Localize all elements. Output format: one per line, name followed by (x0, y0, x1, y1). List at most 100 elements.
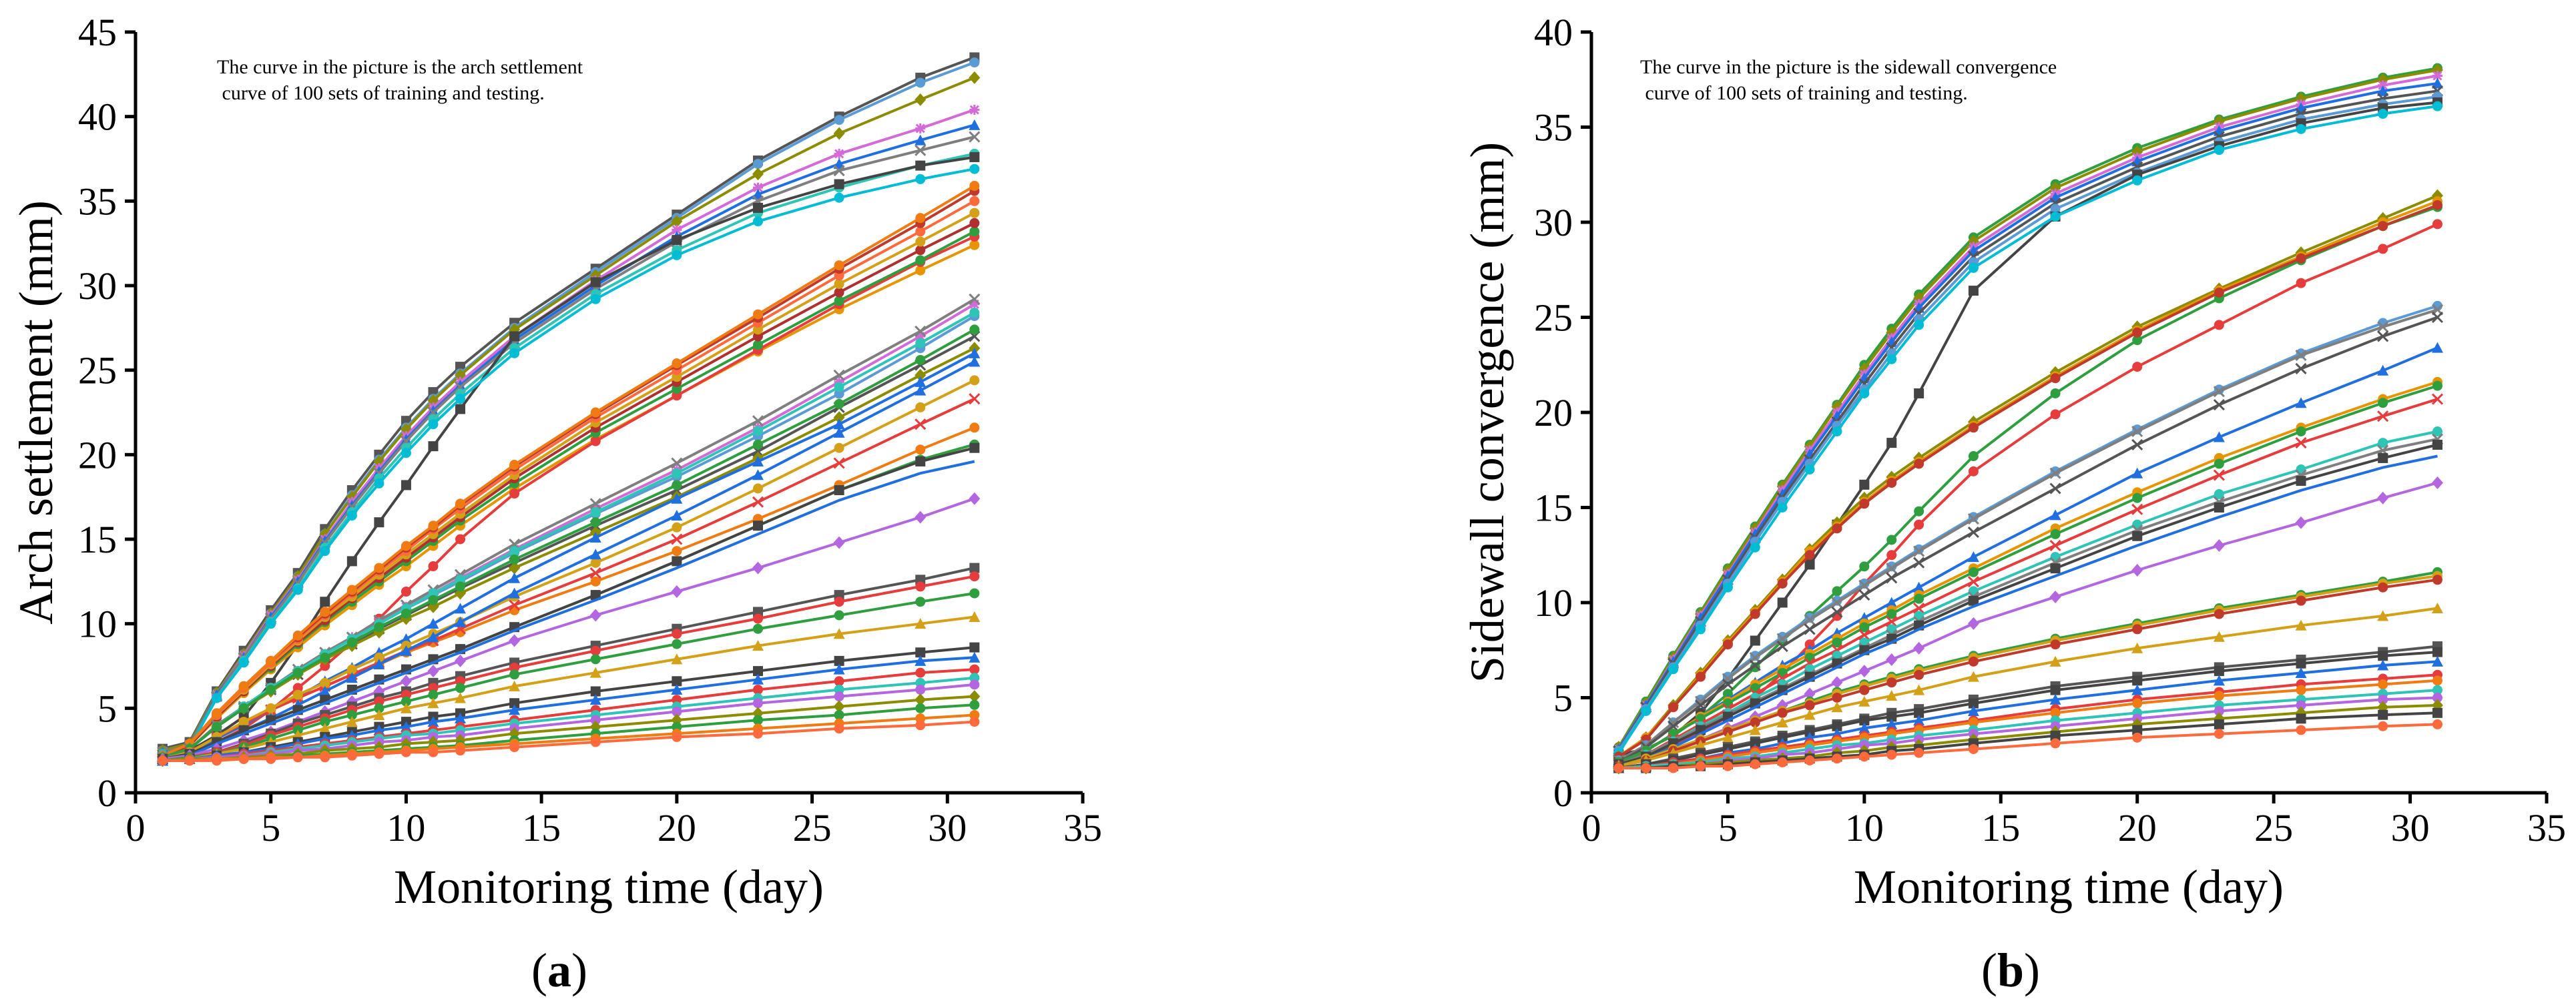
point-a-E4-10 (427, 697, 439, 709)
point-b-A8-12 (1968, 262, 1979, 273)
point-b-E10-16 (2296, 725, 2306, 735)
point-b-B4-17 (2378, 221, 2388, 232)
point-b-C7-11 (1913, 602, 1925, 615)
point-a-F6-18 (969, 690, 981, 703)
point-a-D6-14 (672, 556, 682, 567)
point-a-E1-18 (969, 563, 980, 573)
point-b-E3-11 (1913, 715, 1925, 726)
series-b-D3 (1613, 575, 2442, 771)
point-b-C6-10 (1886, 609, 1897, 619)
point-b-C12-7 (1804, 687, 1816, 701)
point-a-C7-13 (590, 507, 601, 517)
point-b-A8-13 (2050, 211, 2061, 222)
point-a-E3-9 (401, 696, 411, 707)
point-a-A8-13 (590, 277, 601, 288)
point-a-B2-11 (455, 534, 466, 545)
point-b-B4-4 (1722, 639, 1733, 650)
point-b-A8-8 (1832, 426, 1842, 436)
series-b-C3 (1613, 311, 2444, 768)
point-a-F2-11 (455, 713, 467, 724)
point-b-D3-15 (2214, 609, 2224, 619)
point-b-B5-13 (2050, 409, 2061, 420)
point-a-C8-8 (374, 622, 384, 633)
x-tick-label-b-25: 25 (2254, 806, 2293, 850)
point-b-D3-9 (1859, 685, 1870, 695)
point-a-D2-18 (969, 393, 981, 405)
point-a-E2-17 (915, 581, 926, 592)
point-a-F9-9 (401, 747, 411, 757)
point-a-C8-17 (915, 354, 926, 365)
point-a-C5-11 (455, 603, 467, 614)
point-a-A8-8 (374, 517, 384, 528)
point-a-D2-16 (833, 457, 845, 469)
point-b-A3-17 (2378, 80, 2388, 91)
point-a-E4-12 (509, 680, 521, 691)
point-a-B2-12 (509, 488, 520, 499)
point-b-C6-9 (1859, 622, 1870, 633)
point-a-F5-17 (915, 684, 926, 695)
point-a-F6-17 (915, 693, 927, 707)
panel-label-b-close: ) (2024, 944, 2040, 997)
point-b-D4-3 (1695, 739, 1707, 751)
point-a-A9-9 (401, 448, 411, 458)
point-b-E10-8 (1832, 753, 1842, 764)
point-b-D3-17 (2378, 582, 2388, 593)
point-a-D1-18 (969, 422, 980, 433)
point-b-E10-6 (1777, 757, 1788, 767)
point-b-B3-10 (1886, 535, 1897, 545)
point-b-C3-5 (1749, 659, 1761, 671)
point-a-A9-14 (672, 250, 682, 260)
point-b-D3-8 (1832, 693, 1842, 703)
point-b-C10-12 (1968, 595, 1979, 606)
point-a-F9-8 (374, 749, 384, 759)
point-a-D3-8 (374, 652, 384, 663)
point-a-A3-18 (969, 71, 981, 84)
point-a-B1-17 (915, 265, 926, 276)
point-a-D3-3 (238, 717, 249, 727)
point-a-D8-15 (752, 561, 764, 575)
point-b-B4-10 (1886, 477, 1897, 488)
point-a-F2-15 (752, 673, 764, 685)
point-b-D4-11 (1913, 684, 1925, 695)
point-a-A9-10 (428, 419, 439, 430)
point-a-F5-14 (672, 706, 682, 717)
point-a-A2-18 (969, 57, 980, 68)
point-b-E2-9 (1859, 715, 1870, 726)
point-b-B4-7 (1804, 550, 1815, 561)
x-tick-label-b-10: 10 (1845, 806, 1884, 850)
point-a-D3-5 (292, 689, 303, 700)
point-b-B4-8 (1832, 523, 1842, 534)
point-b-B5-10 (1886, 550, 1897, 561)
y-axis-title-a: Arch settlement (mm) (9, 200, 63, 625)
x-tick-label-a-30: 30 (928, 806, 967, 850)
point-b-C7-10 (1886, 615, 1898, 628)
x-tick-label-b-15: 15 (1981, 806, 2020, 850)
point-a-E4-8 (373, 709, 385, 720)
x-tick-label-a-10: 10 (387, 806, 425, 850)
point-a-D4-13 (589, 549, 601, 560)
point-b-C3-2 (1667, 720, 1680, 732)
point-a-D2-13 (589, 567, 601, 579)
point-a-B4-16 (834, 287, 844, 298)
point-a-A8-17 (915, 160, 926, 171)
point-a-A3-17 (915, 93, 927, 106)
point-a-F5-15 (752, 698, 763, 709)
point-a-A8-7 (346, 556, 357, 567)
point-b-C4-16 (2295, 397, 2307, 408)
point-a-D4-7 (346, 672, 358, 683)
point-a-D4-17 (915, 384, 927, 396)
point-a-D6-18 (969, 442, 980, 453)
point-a-C6-16 (833, 369, 845, 381)
point-b-E3-16 (2295, 667, 2307, 678)
point-a-A8-11 (455, 404, 466, 414)
point-b-E3-12 (1967, 705, 1979, 716)
point-b-A8-7 (1804, 464, 1815, 474)
y-tick-label-b-10: 10 (1534, 581, 1573, 625)
point-a-F2-13 (589, 694, 601, 705)
point-a-A9-17 (915, 174, 926, 184)
point-a-E4-16 (833, 628, 845, 639)
point-a-E3-16 (834, 610, 844, 621)
point-b-C6-16 (2296, 426, 2306, 436)
point-a-C6-14 (671, 457, 683, 469)
point-a-A8-16 (834, 179, 844, 190)
